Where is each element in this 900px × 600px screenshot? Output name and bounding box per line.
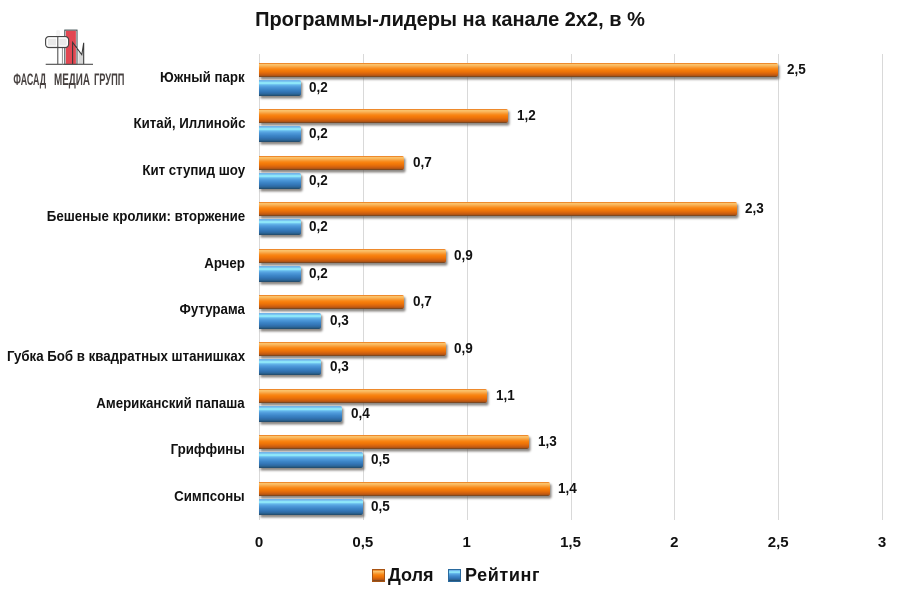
svg-text:ГРУПП: ГРУПП (94, 71, 124, 89)
svg-text:ФАСАД: ФАСАД (13, 71, 46, 89)
svg-text:МЕДИА: МЕДИА (54, 71, 90, 89)
